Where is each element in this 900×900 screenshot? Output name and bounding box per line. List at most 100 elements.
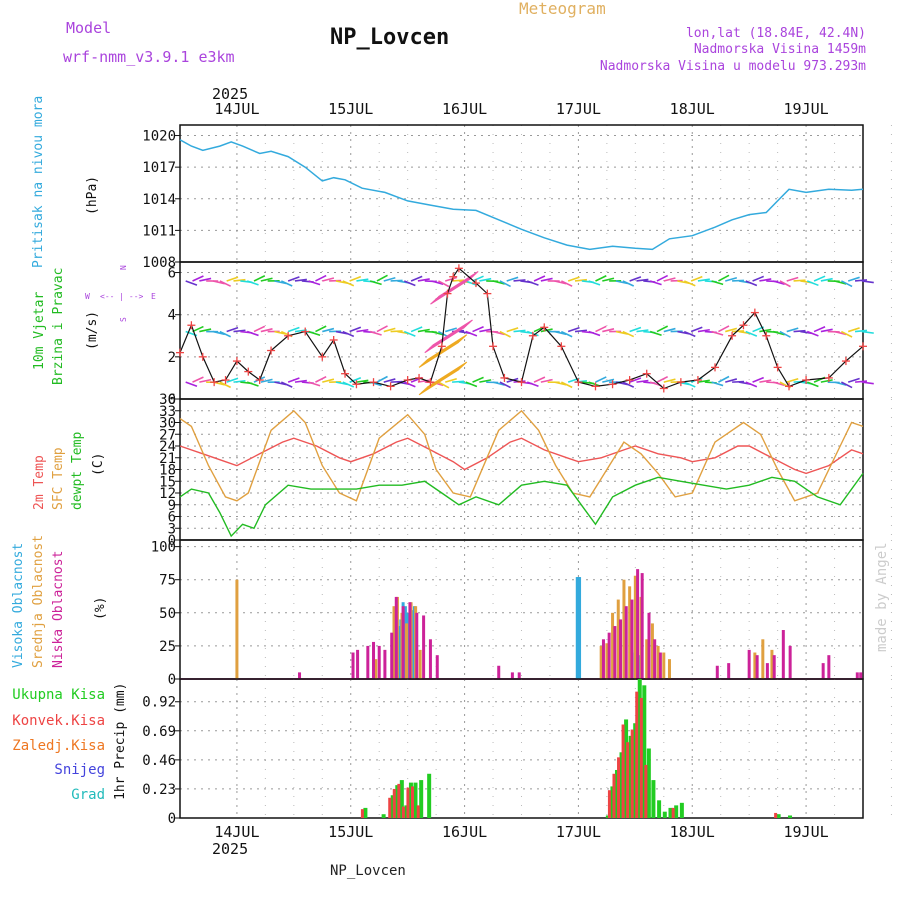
- wind-arrow: [841, 381, 853, 389]
- wind-arrow: [438, 280, 450, 288]
- wind-arrow: [847, 276, 860, 282]
- cloud-bar: [383, 649, 387, 679]
- cloud-bar: [727, 663, 731, 679]
- wind-arrow: [567, 377, 580, 383]
- cloud-bar: [753, 652, 757, 679]
- cloud-bar: [415, 612, 419, 679]
- wind-arrow: [445, 377, 457, 383]
- cloud-bar: [497, 665, 501, 679]
- precip-bar: [408, 782, 413, 818]
- wind-arrow: [663, 378, 676, 383]
- wind-arrow: [342, 381, 355, 388]
- wind-arrow: [260, 378, 273, 383]
- wind-arrow: [786, 377, 799, 383]
- cloud-bar: [377, 645, 381, 679]
- precip-bar: [392, 788, 396, 818]
- wind-arrow: [820, 328, 833, 333]
- precip-bar: [626, 742, 630, 818]
- cloud-bar: [607, 632, 611, 679]
- wind-arrow: [841, 330, 853, 338]
- wind-arrow: [506, 327, 519, 333]
- y-tick-label: 2: [168, 350, 176, 366]
- wind-arrow: [349, 377, 362, 383]
- wind-arrow: [854, 279, 868, 282]
- wind-arrow: [567, 276, 580, 282]
- wind-arrow: [690, 275, 703, 282]
- y-tick-label: 1020: [142, 129, 176, 145]
- wind-arrow: [246, 381, 259, 387]
- wind-arrow: [308, 381, 321, 387]
- temp-unit: (C): [91, 453, 106, 476]
- wind-arrow: [540, 277, 553, 282]
- y-tick-label: 1017: [142, 160, 176, 176]
- wind-speed-marker: [267, 346, 276, 355]
- cloud-ylabel-low: Niska Oblacnost: [51, 551, 66, 668]
- temp-line-2m: [179, 437, 864, 475]
- wind-arrow: [376, 325, 388, 333]
- wind-speed-marker: [693, 376, 702, 385]
- wind-speed-marker: [176, 348, 184, 357]
- temp-line-sfc: [179, 409, 864, 502]
- wind-speed-marker: [711, 363, 720, 372]
- y-tick-label: 0.46: [142, 753, 176, 769]
- wind-arrow: [410, 326, 423, 333]
- wind-arrow: [308, 330, 321, 336]
- cloud-bar: [765, 663, 769, 679]
- wind-arrow: [513, 279, 526, 282]
- wind-speed-marker: [591, 382, 600, 391]
- model-elevation: Nadmorska Visina u modelu 973.293m: [600, 59, 866, 74]
- wind-arrow: [472, 275, 484, 282]
- wind-arrow: [403, 381, 416, 388]
- precip-bar: [668, 807, 673, 818]
- top-day-label: 16JUL: [442, 100, 487, 118]
- precip-bar: [637, 679, 642, 818]
- cloud-unit: (%): [93, 597, 108, 620]
- wind-arrow: [233, 329, 246, 333]
- panels: 1008101110141017102002460369121518212427…: [142, 124, 892, 827]
- wind-arrow: [752, 275, 764, 282]
- precip-bar: [644, 764, 648, 818]
- wind-arrow: [280, 381, 293, 388]
- cloud-bar: [821, 663, 825, 679]
- wind-arrow: [294, 379, 307, 383]
- wind-arrow: [683, 280, 696, 287]
- lonlat: lon,lat (18.84E, 42.4N): [686, 26, 866, 41]
- wind-arrow: [287, 276, 300, 282]
- top-day-labels: 14JUL 15JUL 16JUL 17JUL 18JUL 19JUL: [214, 100, 828, 118]
- wind-speed-marker: [676, 378, 685, 387]
- y-tick-label: 0.92: [142, 695, 176, 711]
- precip-bar: [427, 773, 432, 818]
- cloud-bar: [366, 645, 370, 679]
- wind-arrow: [820, 277, 833, 282]
- credit-watermark: made by Angel: [874, 542, 890, 652]
- top-day-label: 17JUL: [556, 100, 601, 118]
- cloud-bar: [650, 623, 654, 679]
- wind-arrow: [322, 277, 335, 282]
- wind-arrow: [465, 330, 478, 337]
- wind-speed-marker: [284, 331, 293, 340]
- cloud-bar: [578, 577, 582, 679]
- wind-arrow: [383, 378, 396, 383]
- wind-arrow: [533, 376, 546, 383]
- wind-arrow: [772, 280, 785, 285]
- cloud-bar: [405, 623, 409, 679]
- precip-bar: [381, 814, 386, 818]
- y-tick-label: 0.23: [142, 782, 176, 798]
- cloud-bar: [761, 639, 765, 679]
- y-tick-label: 1011: [142, 223, 176, 239]
- wind-arrow: [588, 381, 601, 387]
- model-name: wrf-nmm_v3.9.1 e3km: [63, 48, 235, 66]
- top-year-label: 2025: [212, 85, 248, 103]
- compass-rose: W E N S <-- | -->: [85, 265, 156, 322]
- wind-arrow: [526, 381, 539, 388]
- wind-arrow: [403, 280, 416, 287]
- wind-arrow: [629, 377, 642, 383]
- cloud-bar: [435, 655, 439, 679]
- wind-arrow: [834, 280, 847, 285]
- wind-arrow: [806, 330, 819, 337]
- wind-arrow: [772, 330, 785, 336]
- precip-bar: [617, 757, 621, 818]
- page-title: NP_Lovcen: [330, 25, 449, 50]
- wind-arrow: [499, 280, 511, 288]
